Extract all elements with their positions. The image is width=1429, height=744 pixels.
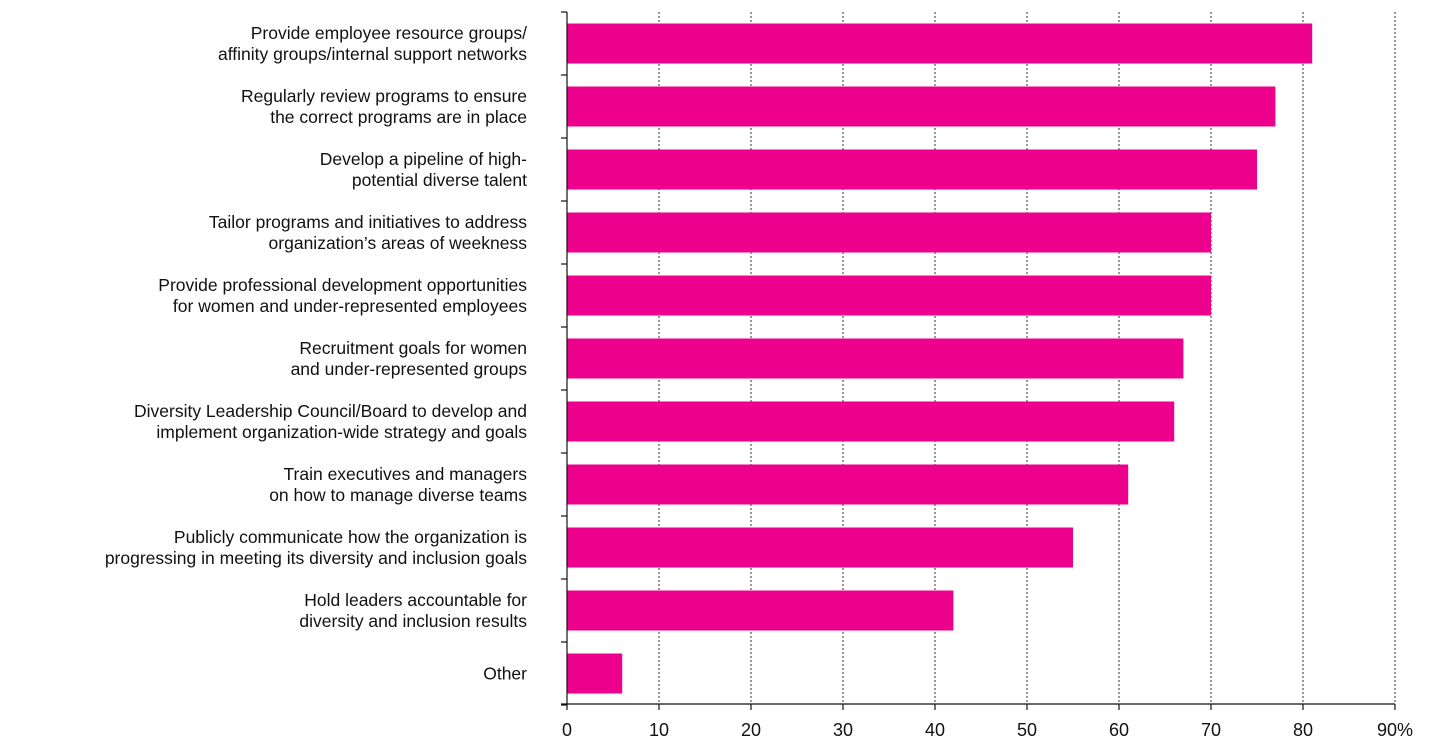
bar: [567, 23, 1313, 64]
bar: [567, 653, 623, 694]
bar: [567, 527, 1073, 568]
category-label: Develop a pipeline of high-: [320, 149, 527, 169]
bar: [567, 401, 1175, 442]
x-tick-labels: 0 10 20 30 40 50 60 70 80 90%: [562, 720, 1413, 740]
category-labels: Provide employee resource groups/affinit…: [105, 23, 527, 684]
category-label: implement organization-wide strategy and…: [156, 422, 527, 442]
x-tick-label: 80: [1293, 720, 1313, 740]
x-tick-label: 90%: [1377, 720, 1413, 740]
category-label: on how to manage diverse teams: [269, 485, 527, 505]
bar: [567, 212, 1211, 253]
category-label: Recruitment goals for women: [299, 338, 527, 358]
category-label: for women and under-represented employee…: [173, 296, 527, 316]
category-label: Train executives and managers: [283, 464, 527, 484]
bar: [567, 86, 1276, 127]
x-tick-label: 70: [1201, 720, 1221, 740]
category-label: affinity groups/internal support network…: [218, 44, 527, 64]
x-tick-label: 10: [649, 720, 669, 740]
category-label: Publicly communicate how the organizatio…: [174, 527, 527, 547]
x-tick-label: 0: [562, 720, 572, 740]
bar: [567, 590, 954, 631]
x-tick-label: 20: [741, 720, 761, 740]
bar: [567, 464, 1129, 505]
category-label: and under-represented groups: [291, 359, 528, 379]
x-tick-label: 50: [1017, 720, 1037, 740]
category-label: diversity and inclusion results: [299, 611, 527, 631]
category-label: the correct programs are in place: [270, 107, 527, 127]
category-label: organization’s areas of weekness: [269, 233, 528, 253]
category-label: Diversity Leadership Council/Board to de…: [134, 401, 527, 421]
x-tick-label: 60: [1109, 720, 1129, 740]
x-tick-label: 30: [833, 720, 853, 740]
category-label: Hold leaders accountable for: [304, 590, 527, 610]
x-tick-label: 40: [925, 720, 945, 740]
axis-layer: [561, 11, 1396, 710]
category-label: Provide employee resource groups/: [251, 23, 527, 43]
category-label: Regularly review programs to ensure: [241, 86, 527, 106]
bars-layer: [567, 23, 1313, 694]
category-label: Tailor programs and initiatives to addre…: [209, 212, 527, 232]
category-label: Provide professional development opportu…: [158, 275, 527, 295]
category-label: progressing in meeting its diversity and…: [105, 548, 527, 568]
bar: [567, 275, 1211, 316]
category-label: potential diverse talent: [352, 170, 527, 190]
bar: [567, 149, 1257, 190]
category-label: Other: [483, 664, 527, 684]
bar: [567, 338, 1184, 379]
